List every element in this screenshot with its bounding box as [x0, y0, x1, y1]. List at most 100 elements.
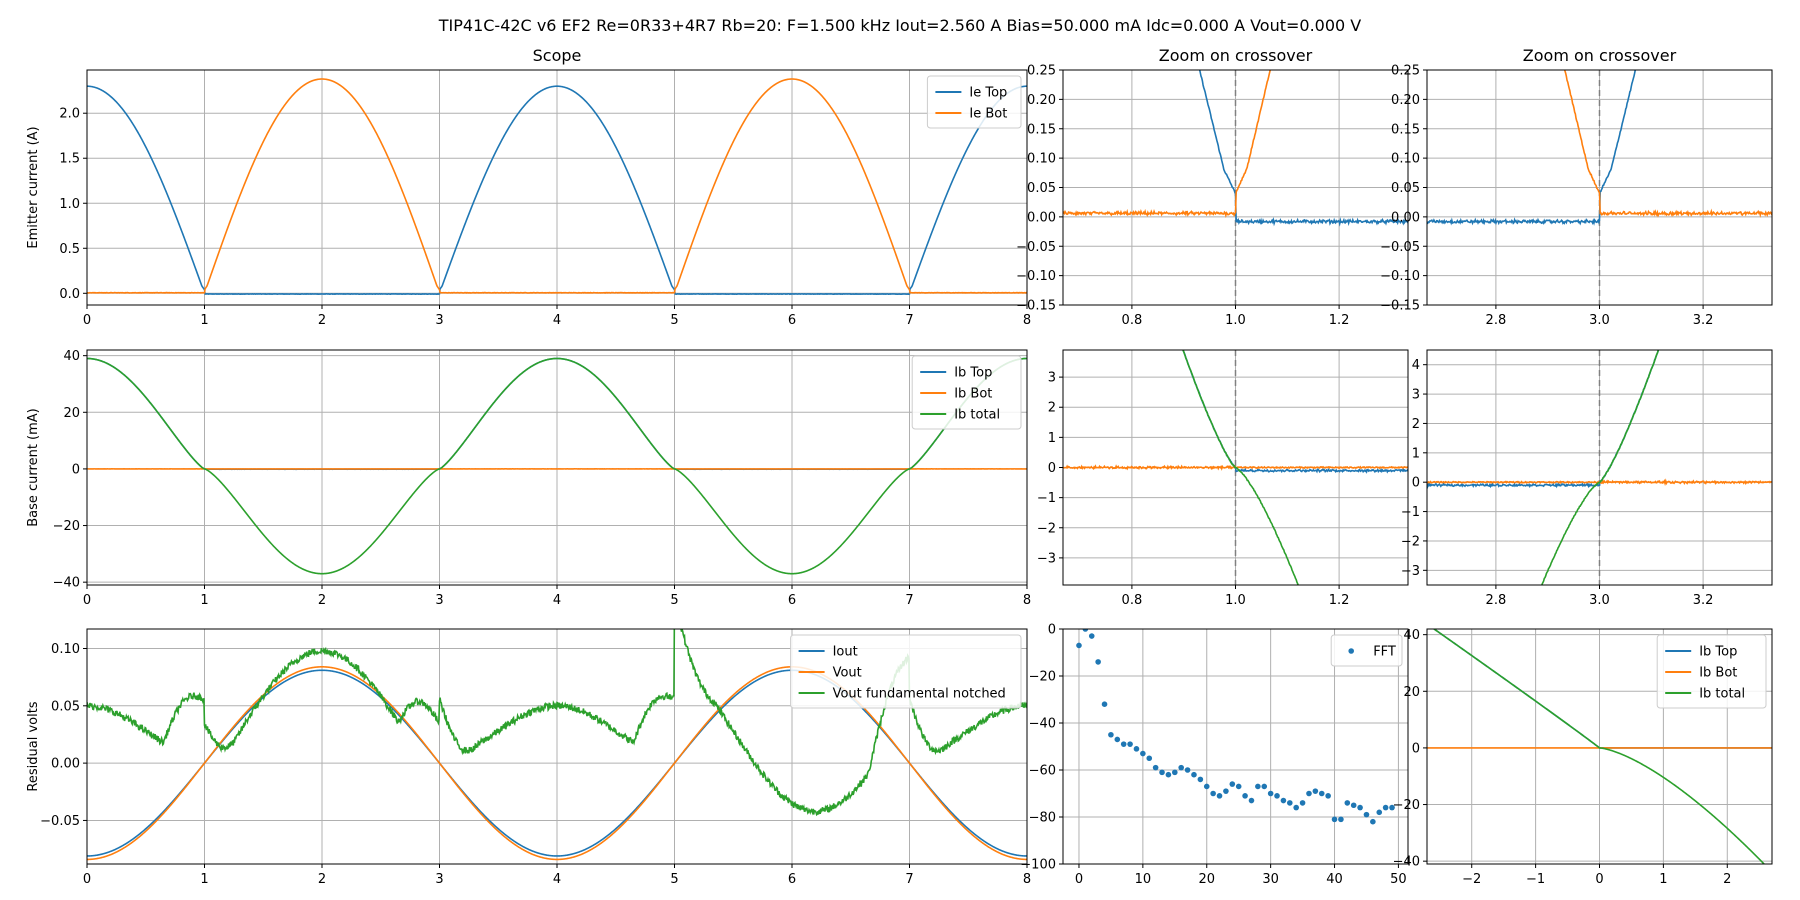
fft-point	[1338, 816, 1344, 823]
fft-point	[1076, 642, 1082, 649]
x-tick-label: −2	[1462, 872, 1481, 887]
fft-point	[1370, 818, 1376, 825]
transfer-plot-area	[1427, 629, 1772, 864]
x-tick-label: 3.2	[1693, 593, 1714, 608]
x-tick-label: 0	[1595, 872, 1603, 887]
x-tick-label: 40	[1326, 872, 1343, 887]
x-tick-label: 4	[553, 313, 561, 328]
fft-point	[1344, 800, 1351, 806]
legend-label: Ib Top	[1699, 645, 1737, 660]
series-line-iout	[87, 669, 1027, 857]
y-tick-label: −0.15	[1016, 299, 1056, 314]
fft-point	[1350, 802, 1357, 809]
x-tick-label: 5	[670, 313, 678, 328]
series-line-ie-bot	[1063, 70, 1272, 219]
legend: Ie Top Ie Bot	[926, 75, 1022, 129]
fft-point	[1146, 755, 1153, 762]
zoom1-emitter-plot-area	[1063, 70, 1408, 227]
zoom3-base-axes: 2.8 3.0 3.2 −3 −2 −1 0 1 2 3 4	[1401, 349, 1773, 608]
x-tick-label: 2.8	[1486, 593, 1507, 608]
fft-point	[1312, 788, 1319, 794]
axes-title: Zoom on crossover	[1159, 46, 1313, 65]
x-tick-label: 1	[1659, 872, 1667, 887]
y-tick-label: 0.15	[1391, 122, 1420, 137]
series-line-ib-total	[1541, 350, 1660, 585]
fft-point	[1082, 629, 1089, 632]
y-tick-label: 40	[1403, 628, 1420, 643]
fft-point	[1261, 783, 1268, 790]
y-tick-label: 0.15	[1027, 122, 1056, 137]
x-tick-label: 0.8	[1122, 593, 1143, 608]
x-tick-label: 5	[670, 872, 678, 887]
axes-frame	[1062, 628, 1409, 865]
fft-point	[1114, 736, 1121, 743]
fft-axes: 0 10 20 30 40 50 −100 −80 −60 −40 −20 0 FFT	[1020, 623, 1409, 887]
legend: Iout Vout Vout fundamental notched	[790, 634, 1022, 709]
x-tick-label: 6	[788, 593, 796, 608]
fft-point	[1325, 793, 1331, 799]
y-tick-label: 2	[1048, 401, 1056, 416]
y-axis-label: Residual volts	[26, 701, 41, 791]
y-tick-label: −80	[1029, 811, 1056, 826]
x-tick-label: 8	[1023, 872, 1031, 887]
x-tick-label: 0	[83, 593, 91, 608]
y-tick-label: 0.25	[1027, 64, 1056, 79]
legend: Ib Top Ib Bot Ib total	[1656, 634, 1767, 709]
y-tick-label: 0.0	[59, 287, 80, 302]
legend-box	[911, 355, 1022, 430]
y-tick-label: −3	[1401, 564, 1420, 579]
legend-box	[1330, 634, 1403, 667]
zoom3-emitter-plot-area	[1427, 70, 1772, 226]
scope-emitter-plot-area	[87, 78, 1027, 296]
y-tick-label: 0.05	[1027, 181, 1056, 196]
scope-base-axes: 0 1 2 3 4 5 6 7 8 −40 −20 0 20 40 Base current (mA) Ib …	[26, 349, 1031, 608]
fft-point	[1331, 816, 1338, 823]
scope-emitter-axes: 0 1 2 3 4 5 6 7 8 0.0 0.5 1.0 1.5 2.0 Scope Emitter cur…	[26, 46, 1031, 328]
y-tick-label: 0	[72, 462, 80, 477]
fft-point	[1095, 659, 1101, 665]
y-tick-label: −0.05	[1016, 240, 1056, 255]
legend: FFT	[1330, 634, 1403, 667]
y-tick-label: 0	[1048, 461, 1056, 476]
y-tick-label: 1.5	[59, 152, 80, 167]
x-tick-label: 3	[435, 593, 443, 608]
fft-point	[1255, 783, 1261, 790]
y-tick-label: −0.10	[1016, 269, 1056, 284]
fft-point	[1140, 750, 1146, 757]
y-tick-label: 0.10	[1391, 152, 1420, 167]
legend-marker	[1348, 648, 1354, 654]
x-tick-label: 10	[1135, 872, 1152, 887]
fft-point	[1363, 811, 1370, 818]
x-tick-label: 20	[1198, 872, 1215, 887]
x-tick-label: 7	[905, 313, 913, 328]
zoom3-base-plot-area	[1427, 350, 1772, 585]
fft-point	[1306, 790, 1312, 797]
x-tick-label: 2	[318, 872, 326, 887]
y-tick-label: 0.00	[1027, 210, 1056, 225]
y-tick-label: −20	[53, 519, 80, 534]
x-tick-label: 1.0	[1225, 313, 1246, 328]
fft-point	[1210, 790, 1216, 797]
series-line-ib-total	[87, 357, 1027, 575]
y-tick-label: 0.20	[1027, 93, 1056, 108]
x-tick-label: 2	[1723, 872, 1731, 887]
fft-point	[1191, 771, 1197, 778]
fft-point	[1223, 788, 1229, 794]
fft-point	[1242, 793, 1248, 799]
axes-title: Scope	[533, 46, 582, 65]
y-tick-label: 2.0	[59, 107, 80, 122]
y-tick-label: 0	[1412, 741, 1420, 756]
zoom3-emitter-axes: 2.8 3.0 3.2 −0.15 −0.10 −0.05 0.00 0.05 0.10 0.15…	[1380, 46, 1773, 328]
legend-box	[1656, 634, 1767, 709]
y-tick-label: −60	[1029, 764, 1056, 779]
y-tick-label: −0.10	[1380, 269, 1420, 284]
x-tick-label: 3.0	[1589, 313, 1610, 328]
y-axis-label: Base current (mA)	[26, 408, 41, 527]
x-tick-label: 0	[83, 872, 91, 887]
fft-plot-area	[1076, 629, 1395, 825]
fft-point	[1152, 764, 1159, 771]
fft-point	[1178, 764, 1184, 771]
fft-point	[1299, 800, 1306, 806]
legend-label: Ib Top	[954, 366, 992, 381]
